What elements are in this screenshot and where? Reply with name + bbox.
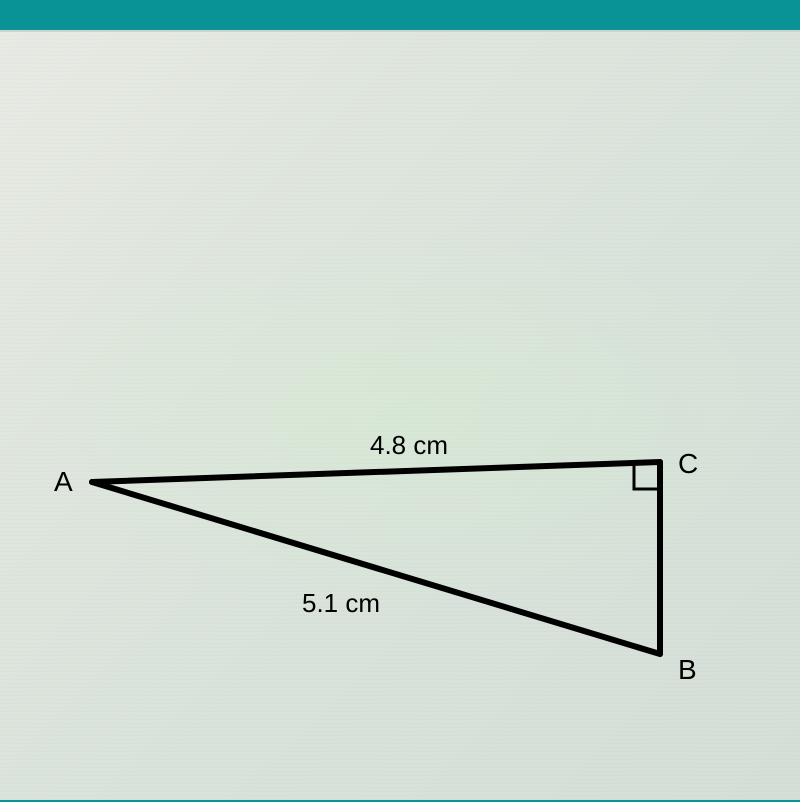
vertex-label-a: A xyxy=(54,466,73,498)
edge-ab xyxy=(92,482,660,654)
side-label-ac: 4.8 cm xyxy=(370,430,448,461)
vertex-label-b: B xyxy=(678,654,697,686)
vertex-label-c: C xyxy=(678,448,698,480)
header-bar xyxy=(0,0,800,30)
right-angle-marker xyxy=(634,463,660,489)
edge-ac xyxy=(92,462,660,482)
side-label-ab: 5.1 cm xyxy=(302,588,380,619)
content-area: A C B 4.8 cm 5.1 cm xyxy=(0,30,800,800)
triangle-diagram xyxy=(0,32,800,802)
